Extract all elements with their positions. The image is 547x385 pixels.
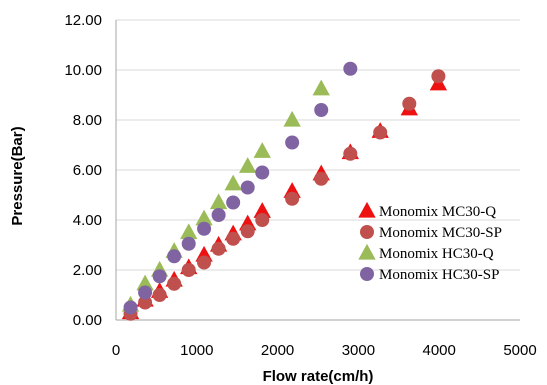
data-point bbox=[181, 263, 196, 277]
axes bbox=[115, 20, 520, 321]
data-point bbox=[314, 103, 329, 117]
legend-label: Monomix HC30-Q bbox=[379, 246, 494, 262]
data-point bbox=[253, 142, 271, 158]
data-point bbox=[255, 213, 270, 227]
x-tick-label: 1000 bbox=[180, 342, 213, 359]
series-3 bbox=[123, 61, 358, 315]
x-tick-label: 2000 bbox=[261, 342, 294, 359]
y-tick-label: 2.00 bbox=[73, 262, 102, 279]
data-point bbox=[197, 255, 212, 270]
data-point bbox=[285, 135, 300, 150]
legend-marker bbox=[358, 201, 376, 218]
legend-label: Monomix MC30-Q bbox=[379, 204, 496, 220]
x-tick-label: 0 bbox=[112, 342, 120, 359]
data-point bbox=[152, 269, 167, 284]
data-point bbox=[343, 61, 358, 76]
data-point bbox=[402, 96, 417, 111]
data-point bbox=[224, 174, 242, 191]
data-point bbox=[123, 300, 138, 315]
data-point bbox=[431, 69, 446, 84]
data-point bbox=[239, 157, 257, 173]
legend: Monomix MC30-Q Monomix MC30-SP Monomix HC3… bbox=[358, 201, 502, 283]
data-points bbox=[121, 61, 448, 321]
data-point bbox=[255, 165, 270, 180]
y-axis-title: Pressure(Bar) bbox=[9, 126, 26, 225]
data-point bbox=[180, 223, 198, 240]
data-point bbox=[343, 146, 358, 161]
data-point bbox=[314, 171, 329, 186]
legend-label: Monomix MC30-SP bbox=[379, 225, 502, 241]
data-point bbox=[226, 195, 241, 210]
data-point bbox=[181, 236, 196, 251]
data-point bbox=[285, 191, 300, 206]
data-point bbox=[195, 209, 213, 226]
data-point bbox=[136, 274, 154, 291]
legend-marker bbox=[360, 225, 374, 239]
x-tick-label: 4000 bbox=[423, 342, 456, 359]
data-point bbox=[167, 249, 182, 264]
data-point bbox=[138, 285, 153, 300]
legend-marker bbox=[358, 243, 376, 260]
data-point bbox=[226, 231, 241, 246]
y-tick-labels: 0.00 2.00 4.00 6.00 8.00 10.00 12.00 bbox=[64, 12, 102, 329]
legend-marker bbox=[360, 267, 374, 281]
data-point bbox=[211, 208, 226, 222]
data-point bbox=[373, 125, 388, 140]
y-tick-label: 12.00 bbox=[64, 12, 102, 29]
data-point bbox=[167, 276, 182, 291]
data-point bbox=[211, 241, 226, 256]
y-tick-label: 4.00 bbox=[73, 212, 102, 229]
x-axis-title: Flow rate(cm/h) bbox=[263, 368, 374, 385]
data-point bbox=[197, 221, 212, 236]
x-tick-label: 5000 bbox=[503, 342, 536, 359]
data-point bbox=[138, 295, 153, 310]
data-point bbox=[240, 180, 255, 195]
data-point bbox=[209, 193, 228, 210]
data-point bbox=[152, 288, 167, 302]
legend-label: Monomix HC30-SP bbox=[379, 267, 499, 283]
y-tick-label: 10.00 bbox=[64, 62, 102, 79]
x-tick-labels: 0 1000 2000 3000 4000 5000 bbox=[112, 342, 537, 359]
series-1 bbox=[123, 69, 446, 321]
y-tick-label: 0.00 bbox=[73, 312, 102, 329]
data-point bbox=[253, 202, 271, 218]
data-point bbox=[283, 110, 301, 127]
series-2 bbox=[121, 79, 330, 312]
gridlines bbox=[116, 19, 520, 271]
data-point bbox=[312, 79, 330, 96]
y-tick-label: 8.00 bbox=[73, 112, 102, 129]
y-tick-label: 6.00 bbox=[73, 162, 102, 179]
data-point bbox=[240, 224, 255, 239]
x-tick-label: 3000 bbox=[342, 342, 375, 359]
